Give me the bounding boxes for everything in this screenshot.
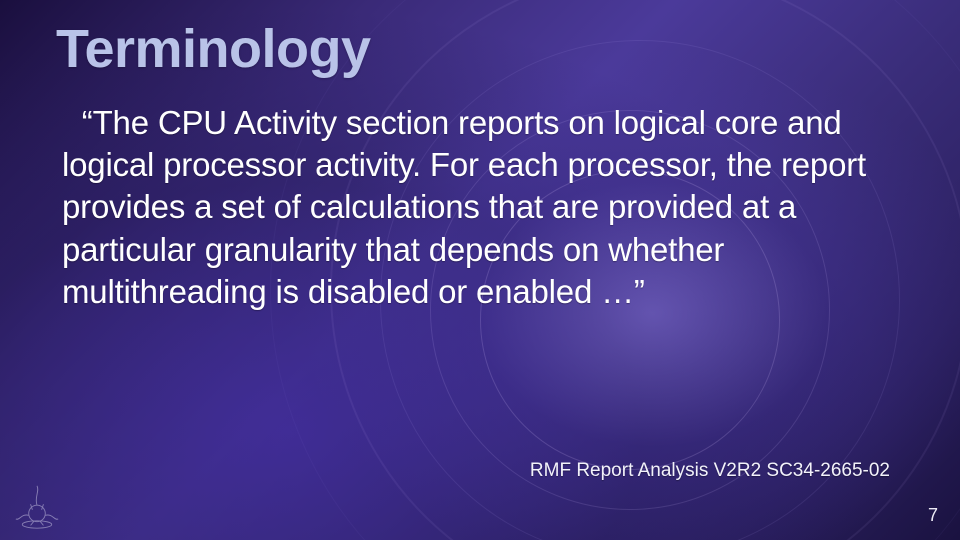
logo-watermark (14, 484, 60, 530)
logo-icon (14, 484, 60, 530)
citation: RMF Report Analysis V2R2 SC34-2665-02 (530, 460, 890, 482)
body-text-content: “The CPU Activity section reports on log… (62, 104, 866, 310)
slide-body: “The CPU Activity section reports on log… (56, 102, 904, 313)
page-number: 7 (928, 505, 938, 526)
slide-title: Terminology (56, 18, 904, 80)
slide-content: Terminology “The CPU Activity section re… (0, 0, 960, 540)
